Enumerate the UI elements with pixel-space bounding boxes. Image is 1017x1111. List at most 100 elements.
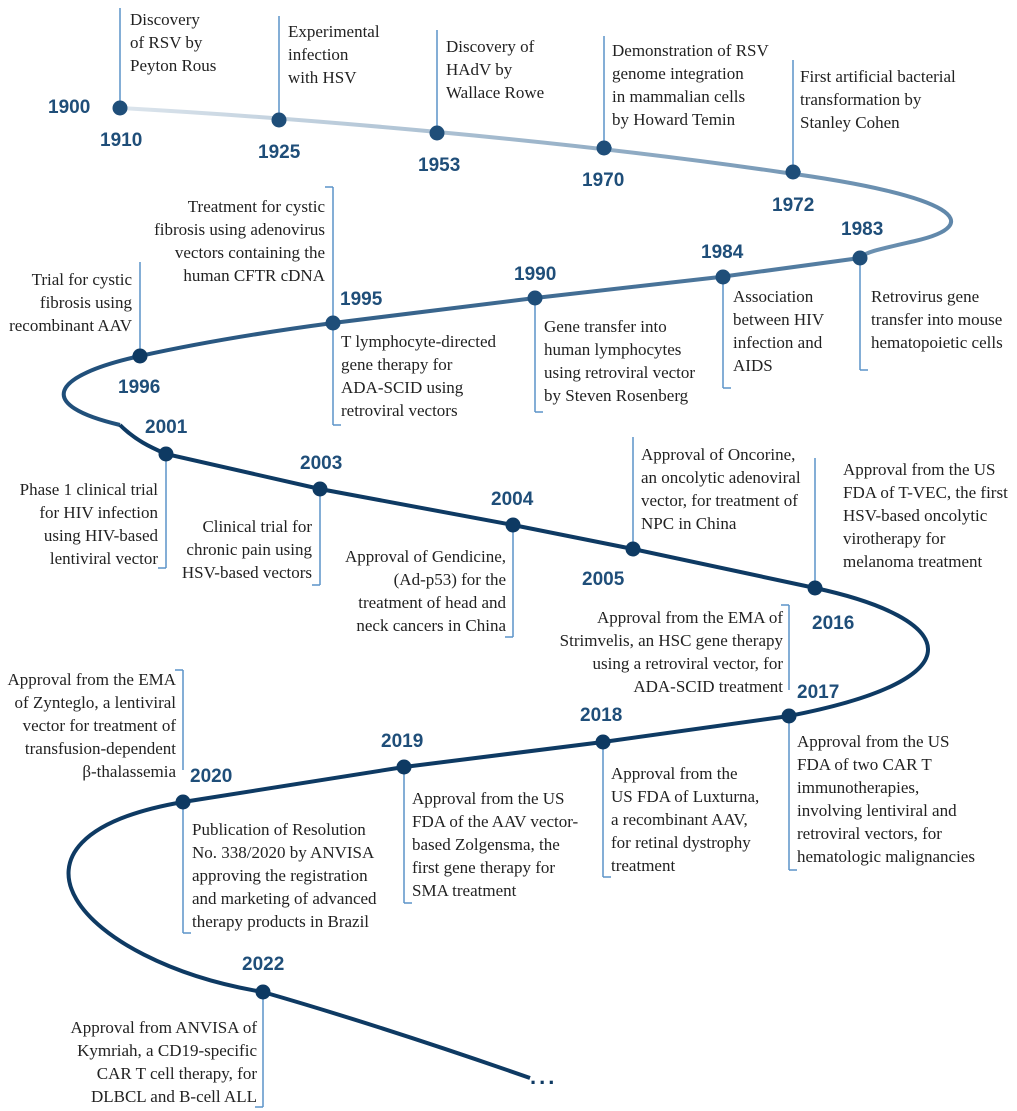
event-text-2001: Phase 1 clinical trial for HIV infection u… <box>20 478 158 570</box>
event-upper-text-2017: Approval from the EMA of Strimvelis, an H… <box>560 606 783 698</box>
event-text-2022-line: Approval from ANVISA of <box>70 1018 257 1037</box>
year-label-2020: 2020 <box>190 766 233 787</box>
event-text-1910-line: Discovery <box>130 10 200 29</box>
event-text-1953-line: Wallace Rowe <box>446 83 545 102</box>
event-text-1983-line: hematopoietic cells <box>871 333 1003 352</box>
timeline-segment-2017-2022 <box>66 714 790 1080</box>
event-text-2016: Approval from the US FDA of T-VEC, the fi… <box>843 458 1008 573</box>
event-text-1995-line: ADA-SCID using <box>341 378 464 397</box>
event-text-2003-line: chronic pain using <box>186 540 312 559</box>
event-text-2020-line: Publication of Resolution <box>192 820 366 839</box>
event-text-2005-line: an oncolytic adenoviral <box>641 468 801 487</box>
event-text-2003-line: Clinical trial for <box>202 517 312 536</box>
year-label-1910: 1910 <box>100 130 143 151</box>
event-text-2016-line: Approval from the US <box>843 460 996 479</box>
event-text-1983-line: transfer into mouse <box>871 310 1003 329</box>
timeline-dot-1970 <box>596 140 612 156</box>
event-text-1970-line: in mammalian cells <box>612 87 746 106</box>
event-text-2016-line: melanoma treatment <box>843 552 983 571</box>
event-text-1983-line: Retrovirus gene <box>871 287 980 306</box>
event-text-2022: Approval from ANVISA of Kymriah, a CD19-s… <box>70 1016 257 1108</box>
event-text-2022-line: Kymriah, a CD19-specific <box>77 1041 257 1060</box>
event-text-1990-line: using retroviral vector <box>544 363 696 382</box>
event-text-1996-line: Trial for cystic <box>31 270 132 289</box>
event-text-1925-line: infection <box>288 45 349 64</box>
event-upper-text-2020-line: β-thalassemia <box>82 762 176 781</box>
event-text-1953: Discovery of HAdV by Wallace Rowe <box>446 35 544 104</box>
event-upper-text-2020-line: of Zynteglo, a lentiviral <box>14 693 176 712</box>
event-text-1996-line: fibrosis using <box>39 293 132 312</box>
event-text-2019-line: FDA of the AAV vector- <box>412 812 579 831</box>
year-label-1984: 1984 <box>701 242 744 263</box>
event-text-2005-line: vector, for treatment of <box>641 491 798 510</box>
event-upper-text-2017-line: Approval from the EMA of <box>596 608 783 627</box>
dot-layer <box>112 100 868 1000</box>
start-year-label: 1900 <box>48 97 91 118</box>
year-label-2022: 2022 <box>242 954 285 975</box>
event-text-2016-line: FDA of T-VEC, the first <box>843 483 1008 502</box>
event-text-1910-line: Peyton Rous <box>130 56 217 75</box>
event-text-1984-line: AIDS <box>733 356 773 375</box>
timeline-dot-2017 <box>781 708 797 724</box>
event-text-2019-line: based Zolgensma, the <box>412 835 560 854</box>
event-text-2018-line: for retinal dystrophy <box>611 833 751 852</box>
event-text-2003: Clinical trial for chronic pain using HSV-… <box>182 515 312 584</box>
event-text-2001-line: Phase 1 clinical trial <box>19 480 158 499</box>
year-label-2003: 2003 <box>300 453 343 474</box>
event-text-2020-line: therapy products in Brazil <box>192 912 370 931</box>
event-upper-text-2020-line: Approval from the EMA <box>7 670 176 689</box>
event-upper-text-2017-line: using a retroviral vector, for <box>592 654 784 673</box>
event-text-2019-line: first gene therapy for <box>412 858 556 877</box>
event-text-2018-line: US FDA of Luxturna, <box>611 787 760 806</box>
event-upper-text-1995-line: human CFTR cDNA <box>183 266 325 285</box>
event-text-2001-line: for HIV infection <box>39 503 158 522</box>
event-text-1972: First artificial bacterial transformation… <box>800 65 956 134</box>
year-label-1990: 1990 <box>514 264 557 285</box>
event-text-1984-line: infection and <box>733 333 823 352</box>
year-label-1996: 1996 <box>118 377 161 398</box>
event-upper-text-2020-line: vector for treatment of <box>22 716 176 735</box>
event-text-2017-line: retroviral vectors, for <box>797 824 942 843</box>
event-text-1984: Association between HIV infection and AIDS <box>733 285 824 377</box>
timeline-dot-1910 <box>112 100 128 116</box>
event-text-2018: Approval from the US FDA of Luxturna, a re… <box>611 762 759 877</box>
event-upper-text-1995: Treatment for cystic fibrosis using adeno… <box>154 195 325 287</box>
event-text-2020-line: No. 338/2020 by ANVISA <box>192 843 375 862</box>
event-text-1970-line: by Howard Temin <box>612 110 736 129</box>
event-text-2004: Approval of Gendicine, (Ad-p53) for the tr… <box>345 545 506 637</box>
event-text-2017-line: Approval from the US <box>797 732 950 751</box>
event-text-2019: Approval from the US FDA of the AAV vecto… <box>412 787 578 902</box>
timeline-segment-1900-1983 <box>118 106 954 260</box>
event-text-1910-line: of RSV by <box>130 33 203 52</box>
year-label-1983: 1983 <box>841 219 884 240</box>
timeline-dot-2005 <box>625 541 641 557</box>
connector-layer <box>119 8 868 1108</box>
event-text-1984-line: Association <box>733 287 814 306</box>
timeline-dot-2018 <box>595 734 611 750</box>
event-text-2018-line: treatment <box>611 856 676 875</box>
event-text-2017-line: hematologic malignancies <box>797 847 975 866</box>
event-text-2018-line: Approval from the <box>611 764 738 783</box>
event-text-2003-line: HSV-based vectors <box>181 563 312 582</box>
event-text-2004-line: Approval of Gendicine, <box>345 547 506 566</box>
event-upper-text-2020-line: transfusion-dependent <box>24 739 176 758</box>
event-text-1970-line: Demonstration of RSV <box>612 41 769 60</box>
timeline-dot-1984 <box>715 269 731 285</box>
timeline-dot-2022 <box>255 984 271 1000</box>
event-text-1984-line: between HIV <box>733 310 825 329</box>
timeline-dot-1996 <box>132 348 148 364</box>
event-text-2001-line: using HIV-based <box>43 526 158 545</box>
event-upper-text-1995-line: vectors containing the <box>174 243 325 262</box>
event-text-1972-line: Stanley Cohen <box>800 113 900 132</box>
event-text-1995: T lymphocyte-directed gene therapy for ADA… <box>341 330 496 422</box>
timeline-dot-2019 <box>396 759 412 775</box>
event-text-1925-line: Experimental <box>288 22 380 41</box>
event-text-2020-line: and marketing of advanced <box>192 889 377 908</box>
event-text-2019-line: SMA treatment <box>412 881 517 900</box>
event-text-2020: Publication of Resolution No. 338/2020 by… <box>192 818 377 933</box>
event-text-2004-line: (Ad-p53) for the <box>393 570 506 589</box>
event-text-2005-line: NPC in China <box>641 514 737 533</box>
event-text-1983: Retrovirus gene transfer into mouse hemato… <box>871 285 1003 354</box>
event-text-2020-line: approving the registration <box>192 866 368 885</box>
